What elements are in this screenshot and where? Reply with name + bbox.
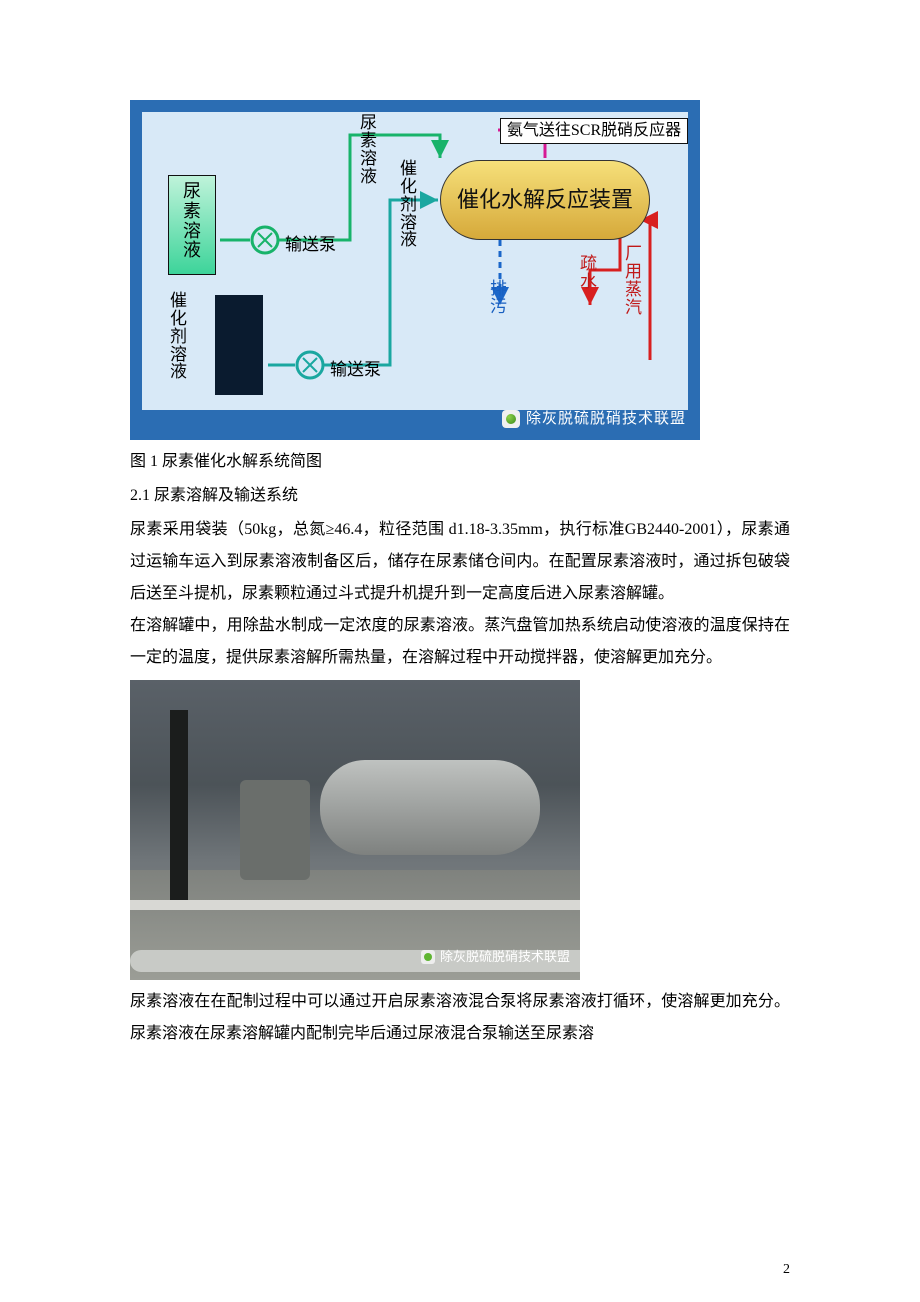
pump-1-label: 输送泵: [285, 228, 336, 262]
photo-watermark-text: 除灰脱硫脱硝技术联盟: [440, 944, 570, 970]
page-number: 2: [0, 1256, 920, 1284]
figure-1-caption: 图 1 尿素催化水解系统简图: [130, 446, 790, 478]
figure-1-diagram: 尿素溶液 催化剂溶液 尿素溶液 催化剂溶液 催化水解反应装置 氨气送往SCR脱硝…: [130, 100, 790, 440]
photo-tank: [320, 760, 540, 855]
catalyst-tank-left-label: 催化剂溶液: [170, 292, 187, 381]
wechat-icon: [502, 410, 520, 428]
photo-column: [170, 710, 188, 910]
steam-label: 厂用蒸汽: [625, 245, 642, 316]
drain-label: 排污: [490, 280, 507, 316]
hydrolysis-reactor: 催化水解反应装置: [440, 160, 650, 240]
diagram-watermark-text: 除灰脱硫脱硝技术联盟: [526, 404, 686, 434]
paragraph-1: 尿素采用袋装（50kg，总氮≥46.4，粒径范围 d1.18-3.35mm，执行…: [130, 514, 790, 610]
section-2-1-heading: 2.1 尿素溶解及输送系统: [130, 480, 790, 512]
paragraph-3: 尿素溶液在在配制过程中可以通过开启尿素溶液混合泵将尿素溶液打循环，使溶解更加充分…: [130, 986, 790, 1050]
water-label: 疏水: [580, 255, 597, 291]
pump-2-label: 输送泵: [330, 353, 381, 387]
photo-equipment: [240, 780, 310, 880]
catalyst-mid-label: 催化剂溶液: [400, 160, 417, 249]
catalyst-tank-left: [215, 295, 263, 395]
process-diagram: 尿素溶液 催化剂溶液 尿素溶液 催化剂溶液 催化水解反应装置 氨气送往SCR脱硝…: [130, 100, 700, 440]
photo-watermark: 除灰脱硫脱硝技术联盟: [421, 944, 570, 970]
urea-mid-label: 尿素溶液: [360, 114, 377, 185]
photo-pipe-upper: [130, 900, 580, 910]
equipment-photo: 除灰脱硫脱硝技术联盟: [130, 680, 580, 980]
wechat-icon: [421, 950, 435, 964]
ammonia-out-label: 氨气送往SCR脱硝反应器: [500, 118, 688, 144]
urea-tank-left: 尿素溶液: [168, 175, 216, 275]
diagram-watermark: 除灰脱硫脱硝技术联盟: [502, 404, 686, 434]
paragraph-2: 在溶解罐中，用除盐水制成一定浓度的尿素溶液。蒸汽盘管加热系统启动使溶液的温度保持…: [130, 610, 790, 674]
